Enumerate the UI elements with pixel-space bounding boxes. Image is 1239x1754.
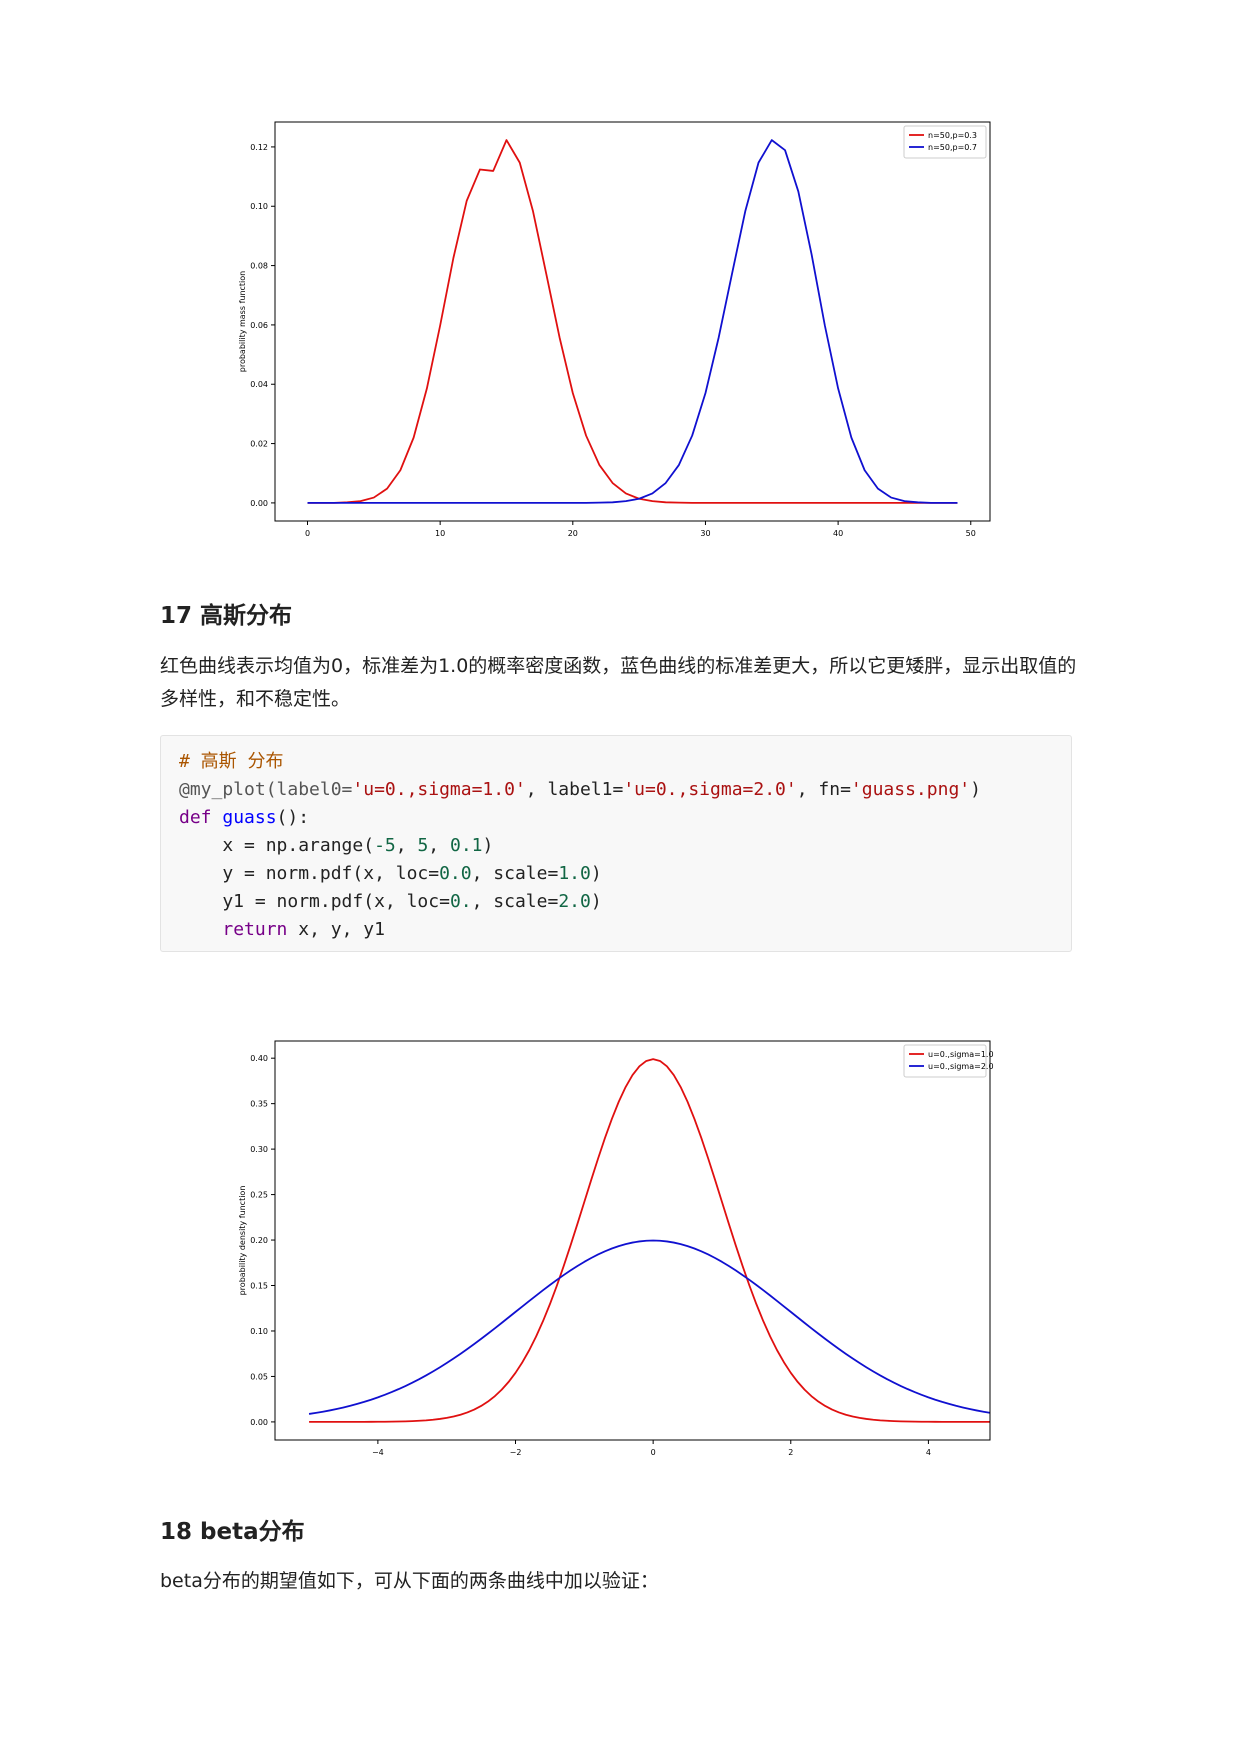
- y-tick-label: 0.30: [250, 1145, 268, 1154]
- code-string: 'u=0.,sigma=1.0': [352, 779, 526, 800]
- y-tick-label: 0.40: [250, 1054, 268, 1063]
- series-line-2: [308, 1239, 991, 1415]
- y-tick-label: 0.10: [250, 202, 268, 211]
- code-text: ): [590, 863, 602, 884]
- chart-svg: 0 10 20 30 40 50 0.00 0.02 0.04 0.06 0.08 0.10 0.12 p…: [238, 121, 991, 538]
- chart-svg: −4 −2 0 2 4 0.00 0.05 0.10 0.15 0.20 0.25 0.30 0.35 0…: [238, 1040, 994, 1457]
- binomial-pmf-chart: 0 10 20 30 40 50 0.00 0.02 0.04 0.06 0.08 0.10 0.12 p…: [230, 108, 1010, 548]
- code-line-5: y = norm.pdf(x, loc=0.0, scale=1.0): [179, 860, 1053, 888]
- code-text: ): [970, 779, 981, 800]
- y-tick-label: 0.10: [250, 1327, 268, 1336]
- code-text: ,: [428, 835, 450, 856]
- code-text: , scale=: [471, 891, 559, 912]
- code-line-1: # 高斯 分布: [179, 748, 1053, 776]
- legend-label: n=50,p=0.3: [928, 131, 977, 140]
- x-tick-label: 20: [568, 529, 578, 538]
- code-comment: # 高斯 分布: [179, 751, 284, 772]
- legend-label: n=50,p=0.7: [928, 143, 977, 152]
- plot-frame: [274, 1040, 991, 1441]
- code-text: ): [482, 835, 494, 856]
- plot-frame: [274, 121, 991, 522]
- code-string: 'u=0.,sigma=2.0': [623, 779, 797, 800]
- code-number: 1.0: [558, 863, 591, 884]
- y-tick-label: 0.15: [250, 1282, 268, 1291]
- code-block: # 高斯 分布 @my_plot(label0='u=0.,sigma=1.0',…: [160, 735, 1072, 952]
- y-tick-label: 0.02: [250, 440, 268, 449]
- y-tick-label: 0.35: [250, 1100, 268, 1109]
- y-tick-label: 0.04: [250, 380, 268, 389]
- series-line-1: [307, 139, 958, 504]
- section-18-heading: 18 beta分布: [160, 1519, 305, 1545]
- code-text: , fn=: [796, 779, 851, 800]
- code-function-name: guass: [222, 807, 277, 828]
- code-line-4: x = np.arange(-5, 5, 0.1): [179, 832, 1053, 860]
- code-text: ():: [276, 807, 310, 828]
- x-tick-label: 40: [833, 529, 843, 538]
- code-text: , scale=: [471, 863, 559, 884]
- code-line-2: @my_plot(label0='u=0.,sigma=1.0', label1…: [179, 776, 1053, 804]
- code-text: x = np.arange(: [179, 835, 375, 856]
- code-line-3: def guass():: [179, 804, 1053, 832]
- x-tick-label: −2: [510, 1448, 522, 1457]
- code-number: 0.1: [449, 835, 483, 856]
- legend-box: [903, 125, 987, 159]
- x-tick-label: 30: [700, 529, 710, 538]
- code-number: 5: [417, 835, 429, 856]
- code-number: 2.0: [558, 891, 591, 912]
- section-17-paragraph: 红色曲线表示均值为0，标准差为1.0的概率密度函数，蓝色曲线的标准差更大，所以它…: [160, 655, 1077, 710]
- gaussian-pdf-chart: −4 −2 0 2 4 0.00 0.05 0.10 0.15 0.20 0.25 0.30 0.35 0…: [230, 1027, 1010, 1467]
- code-number: 0.: [449, 891, 472, 912]
- series-line-1: [309, 1058, 991, 1423]
- code-number: 0.0: [439, 863, 472, 884]
- code-text: ): [590, 891, 602, 912]
- code-text: x, y, y1: [287, 919, 385, 940]
- code-string: 'guass.png': [850, 779, 971, 800]
- y-tick-label: 0.08: [250, 262, 268, 271]
- x-tick-label: 0: [305, 529, 310, 538]
- y-tick-label: 0.06: [250, 321, 268, 330]
- x-tick-label: 0: [651, 1448, 656, 1457]
- code-line-6: y1 = norm.pdf(x, loc=0., scale=2.0): [179, 888, 1053, 916]
- code-decorator: @my_plot(label0=: [179, 779, 353, 800]
- series-line-2: [307, 139, 958, 504]
- y-tick-label: 0.25: [250, 1191, 268, 1200]
- y-axis-label: probability mass function: [238, 271, 247, 372]
- legend-label: u=0.,sigma=2.0: [928, 1062, 994, 1071]
- x-tick-label: −4: [372, 1448, 384, 1457]
- x-tick-label: 4: [926, 1448, 931, 1457]
- code-line-7: return x, y, y1: [179, 916, 1053, 944]
- y-tick-label: 0.20: [250, 1236, 268, 1245]
- section-17-heading: 17 高斯分布: [160, 603, 293, 629]
- code-number: -5: [374, 835, 396, 856]
- code-keyword: def: [179, 807, 212, 828]
- y-axis-label: probability density function: [238, 1186, 247, 1296]
- y-tick-label: 0.05: [250, 1372, 268, 1381]
- x-tick-label: 2: [788, 1448, 793, 1457]
- legend-label: u=0.,sigma=1.0: [928, 1050, 994, 1059]
- code-text: , label1=: [525, 779, 624, 800]
- code-keyword: return: [222, 919, 288, 940]
- legend-box: [903, 1044, 987, 1078]
- y-tick-label: 0.00: [250, 499, 268, 508]
- y-tick-label: 0.00: [250, 1418, 268, 1427]
- code-text: [179, 919, 222, 940]
- code-text: y = norm.pdf(x, loc=: [179, 863, 440, 884]
- x-tick-label: 10: [435, 529, 445, 538]
- x-tick-label: 50: [966, 529, 976, 538]
- code-text: y1 = norm.pdf(x, loc=: [179, 891, 450, 912]
- section-18-paragraph: beta分布的期望值如下，可从下面的两条曲线中加以验证：: [160, 1570, 659, 1592]
- y-tick-label: 0.12: [250, 143, 268, 152]
- code-text: ,: [395, 835, 418, 856]
